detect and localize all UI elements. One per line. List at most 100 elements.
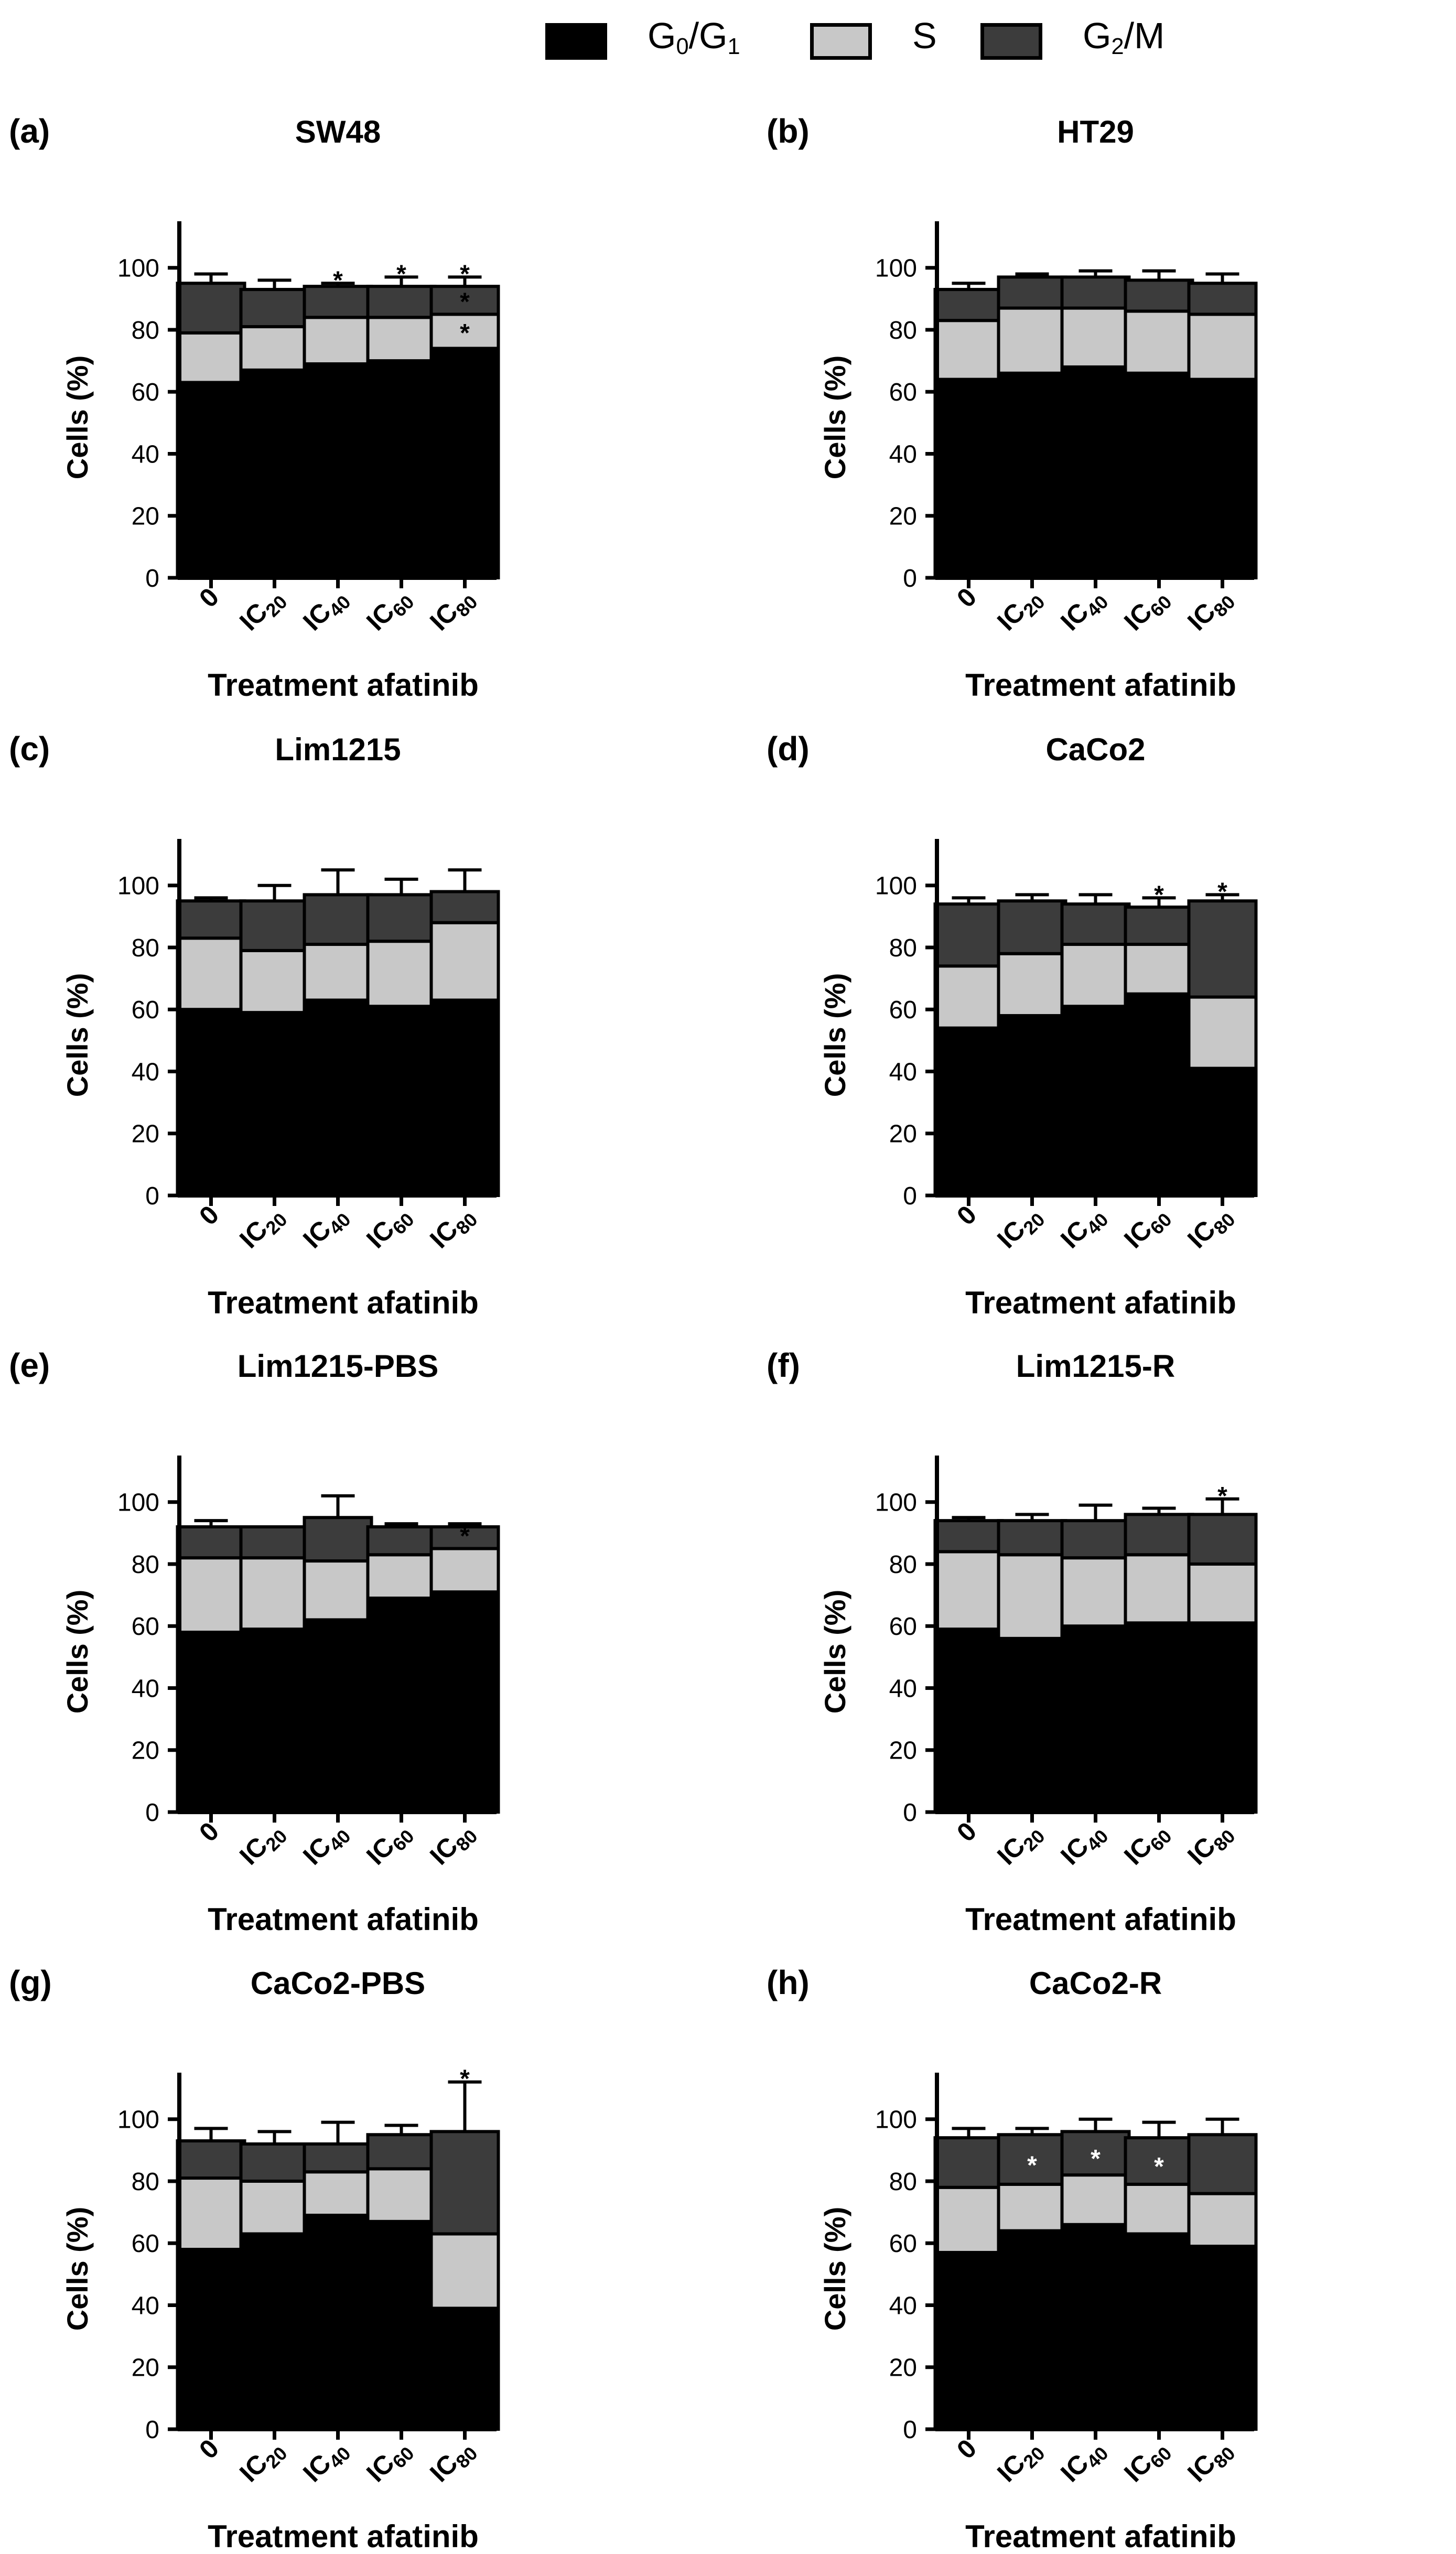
y-axis-label: Cells (%) [61, 1590, 94, 1714]
x-tick-label: IC40 [1055, 1200, 1113, 1257]
x-tick-label-base: 0 [951, 582, 982, 613]
x-tick-label: IC20 [991, 1816, 1049, 1874]
bar-segment-s [997, 952, 1067, 1018]
legend-swatch-g2m [980, 23, 1042, 60]
bar-segment-s [366, 316, 437, 363]
y-tick-label: 0 [903, 1799, 917, 1827]
panel-label: (g) [9, 1964, 52, 2001]
bar-segment-s [303, 316, 373, 365]
x-tick-label: IC20 [234, 2433, 292, 2491]
y-axis-label: Cells (%) [61, 2207, 94, 2331]
bar-segment-s [1124, 309, 1194, 375]
x-tick-label: IC20 [991, 1200, 1049, 1257]
bar-segment-g2m [239, 2142, 310, 2183]
bar-segment-g2m [176, 2139, 246, 2180]
bar-segment-g0g1 [366, 1597, 437, 1814]
x-tick-label-base: 0 [951, 1200, 982, 1231]
chart-panel-a: (a) SW48 Cells (%) Treatment afatinib 0 20 40 6… [9, 112, 500, 703]
legend-swatch-g0g1 [545, 23, 607, 60]
x-tick-label: IC80 [424, 1816, 482, 1874]
panel-label: (f) [767, 1346, 800, 1384]
x-tick-label: IC60 [1118, 1816, 1176, 1874]
y-tick-label: 60 [889, 1613, 917, 1641]
y-tick-label: 20 [889, 1737, 917, 1765]
x-tick-label-base: 0 [193, 582, 224, 613]
bar-segment-s [1124, 943, 1194, 996]
y-tick-label: 20 [132, 2354, 159, 2382]
bar-segment-g0g1 [1060, 1624, 1131, 1814]
y-tick-label: 40 [132, 1058, 159, 1086]
significance-mark: * [460, 319, 470, 347]
x-axis-label: Treatment afatinib [965, 2519, 1236, 2554]
y-tick-label: 80 [889, 934, 917, 962]
x-tick-label: 0 [951, 1200, 982, 1231]
chart-panel-c: (c) Lim1215 Cells (%) Treatment afatinib 0 20… [9, 730, 500, 1320]
y-axis-label: Cells (%) [61, 355, 94, 480]
significance-mark: * [1091, 2145, 1101, 2173]
bar-segment-g0g1 [239, 1628, 310, 1814]
bar-segment-s [239, 2179, 310, 2236]
x-tick-label: 0 [193, 2433, 224, 2464]
x-tick-label: IC60 [361, 2433, 418, 2491]
significance-mark: * [460, 1523, 470, 1550]
x-tick-label: IC40 [1055, 2433, 1113, 2491]
bar-segment-g2m [429, 890, 500, 924]
panel-label: (e) [9, 1346, 50, 1384]
bar-segment-g0g1 [933, 378, 1004, 580]
bar-segment-g0g1 [303, 998, 373, 1197]
y-tick-label: 100 [875, 2106, 917, 2134]
bar-segment-s [997, 306, 1067, 375]
x-tick-label: IC60 [361, 1816, 418, 1874]
bar-segment-s [176, 2176, 246, 2251]
x-tick-label: IC40 [1055, 1816, 1113, 1874]
bar-segment-g2m [176, 1525, 246, 1560]
y-tick-label: 100 [117, 872, 159, 900]
bar-segment-g2m [366, 2133, 437, 2171]
bar-segment-g0g1 [1187, 1066, 1258, 1197]
y-axis-label: Cells (%) [818, 2207, 851, 2331]
chart-title: SW48 [295, 114, 381, 149]
chart-title: Lim1215-R [1016, 1349, 1175, 1384]
x-tick-label: 0 [193, 1816, 224, 1847]
bar-segment-s [1124, 1553, 1194, 1625]
bar-segment-g0g1 [933, 1628, 1004, 1814]
bar-segment-s [176, 936, 246, 1011]
bar-segment-g2m [997, 899, 1067, 955]
x-tick-label: IC60 [1118, 2433, 1176, 2491]
bar-segment-g0g1 [1124, 1621, 1194, 1814]
significance-mark: * [1154, 2153, 1164, 2181]
x-tick-label-base: 0 [193, 1200, 224, 1231]
bar-segment-g2m [1187, 899, 1258, 999]
chart-title: CaCo2-PBS [251, 1966, 425, 2001]
bar-segment-s [429, 921, 500, 1002]
x-tick-label: IC80 [424, 2433, 482, 2491]
panel-label: (h) [767, 1964, 810, 2001]
x-tick-label: 0 [951, 2433, 982, 2464]
bar-segment-g0g1 [176, 381, 246, 579]
x-tick-label: IC80 [1182, 1200, 1239, 1257]
x-axis-label: Treatment afatinib [965, 667, 1236, 703]
bar-segment-g0g1 [1124, 371, 1194, 579]
bar-segment-g2m [176, 282, 246, 335]
bar-segment-s [997, 1553, 1067, 1640]
bar-segment-g2m [997, 1519, 1067, 1557]
bar-segment-g2m [303, 1516, 373, 1563]
bar-segment-s [997, 2182, 1067, 2233]
x-tick-label: IC40 [297, 1200, 355, 1257]
bar-segment-g2m [429, 285, 500, 316]
y-tick-label: 40 [132, 1675, 159, 1702]
y-tick-label: 80 [132, 317, 159, 344]
chart-panel-h: (h) CaCo2-R Cells (%) Treatment afatinib 0 20… [767, 1964, 1258, 2554]
y-axis-label: Cells (%) [818, 973, 851, 1097]
bar-segment-g0g1 [997, 1014, 1067, 1197]
y-tick-label: 40 [889, 1675, 917, 1702]
x-axis-label: Treatment afatinib [208, 667, 479, 703]
x-tick-label: IC80 [1182, 2433, 1239, 2491]
bar-segment-g0g1 [176, 2248, 246, 2431]
bar-segment-s [366, 2167, 437, 2223]
x-tick-label: IC80 [1182, 582, 1239, 640]
x-tick-label: 0 [193, 582, 224, 613]
bar-segment-g2m [933, 2136, 1004, 2189]
y-tick-label: 0 [903, 1182, 917, 1210]
